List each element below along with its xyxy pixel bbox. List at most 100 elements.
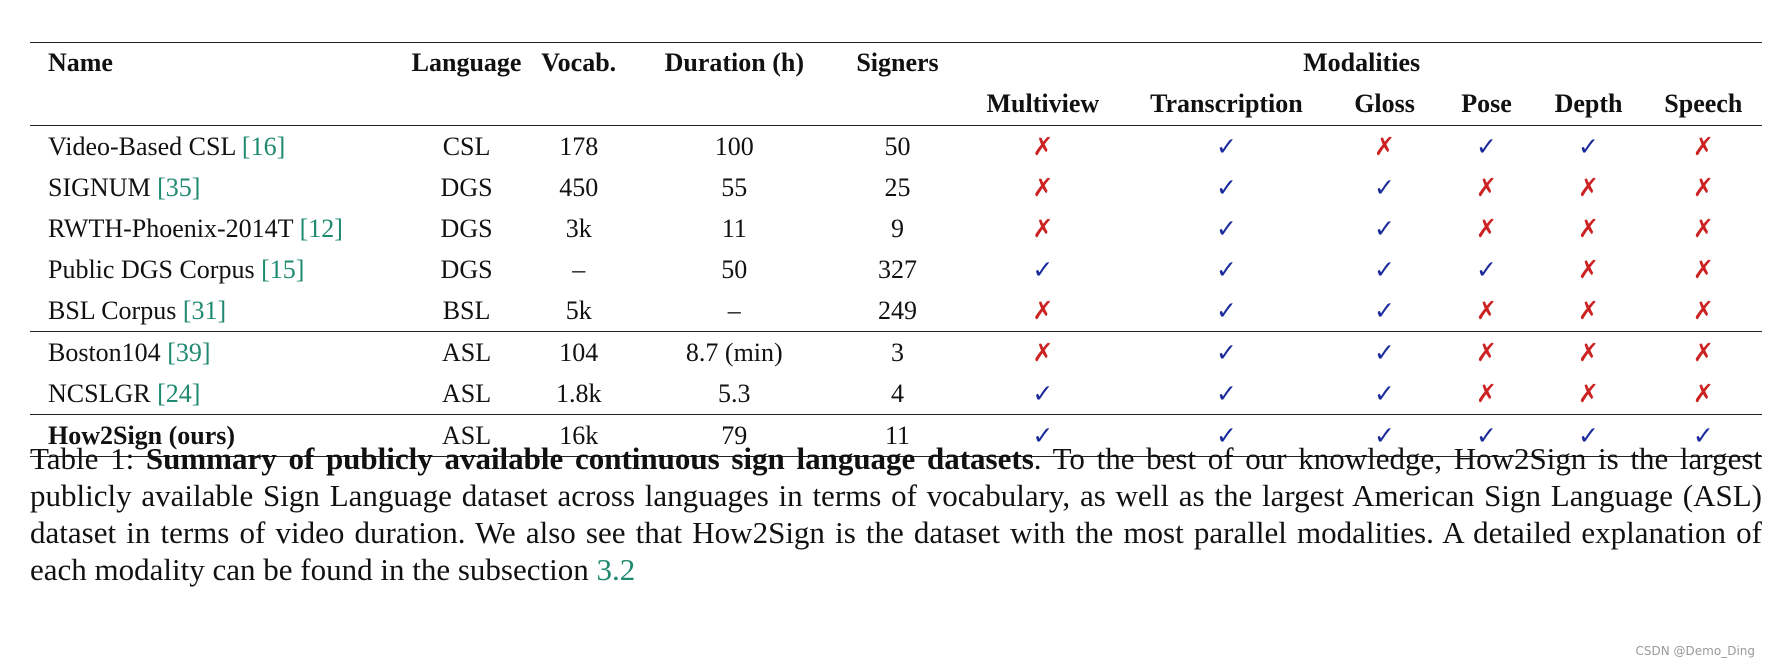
header-pose: Pose bbox=[1461, 89, 1512, 118]
header-gloss: Gloss bbox=[1354, 89, 1415, 118]
check-mark-icon: ✓ bbox=[1476, 254, 1497, 284]
caption-label: Table 1: bbox=[30, 441, 146, 476]
cell-name: BSL Corpus [31] bbox=[30, 290, 410, 332]
cell-transcription: ✓ bbox=[1124, 126, 1328, 168]
caption-title: Summary of publicly available continuous… bbox=[145, 441, 1034, 476]
header-speech: Speech bbox=[1664, 89, 1743, 118]
cell-depth: ✗ bbox=[1532, 373, 1644, 415]
cell-language: ASL bbox=[442, 378, 492, 408]
cell-duration: 5.3 bbox=[718, 378, 751, 408]
cell-speech: ✗ bbox=[1645, 208, 1762, 249]
check-mark-icon: ✓ bbox=[1578, 420, 1599, 450]
cell-transcription: ✓ bbox=[1124, 208, 1328, 249]
cross-mark-icon: ✗ bbox=[1032, 337, 1054, 367]
caption-body: . To the best of our knowledge, How2Sign… bbox=[30, 441, 1763, 587]
citation-link[interactable]: [16] bbox=[241, 131, 286, 161]
cell-name: RWTH-Phoenix-2014T [12] bbox=[30, 208, 410, 249]
check-mark-icon: ✓ bbox=[1215, 420, 1237, 450]
cell-signers: 11 bbox=[884, 420, 910, 450]
cross-mark-icon: ✗ bbox=[1692, 131, 1714, 161]
check-mark-icon: ✓ bbox=[1374, 420, 1395, 450]
cell-depth: ✗ bbox=[1532, 332, 1644, 374]
cell-signers: 9 bbox=[890, 213, 904, 243]
cell-gloss: ✓ bbox=[1328, 415, 1440, 457]
table-row: Boston104 [39] ASL 104 8.7 (min) 3 ✗ ✓ ✓ ✗ ✗ ✗ bbox=[30, 331, 1762, 374]
cell-duration: 50 bbox=[721, 254, 748, 284]
cell-multiview: ✗ bbox=[961, 290, 1124, 332]
citation-link[interactable]: [39] bbox=[167, 337, 211, 367]
cell-pose: ✓ bbox=[1441, 126, 1533, 168]
cell-duration: 100 bbox=[714, 131, 754, 161]
cross-mark-icon: ✗ bbox=[1692, 295, 1714, 325]
caption-section-ref[interactable]: 3.2 bbox=[596, 552, 636, 587]
header-row-modalities: Multiview Transcription Gloss Pose Depth… bbox=[30, 83, 1762, 126]
cell-signers: 3 bbox=[890, 337, 904, 367]
cell-speech: ✗ bbox=[1645, 332, 1762, 374]
cell-gloss: ✓ bbox=[1328, 332, 1440, 374]
check-mark-icon: ✓ bbox=[1476, 420, 1497, 450]
cell-language: DGS bbox=[440, 213, 493, 243]
citation-link[interactable]: [12] bbox=[299, 213, 343, 243]
cell-gloss: ✓ bbox=[1328, 249, 1440, 290]
cell-pose: ✗ bbox=[1441, 290, 1533, 332]
header-duration: Duration (h) bbox=[664, 48, 804, 77]
cell-name: Video-Based CSL [16] bbox=[30, 126, 410, 168]
cross-mark-icon: ✗ bbox=[1692, 213, 1714, 243]
cross-mark-icon: ✗ bbox=[1032, 213, 1054, 243]
cross-mark-icon: ✗ bbox=[1578, 254, 1599, 284]
cell-transcription: ✓ bbox=[1124, 332, 1328, 374]
cell-duration: – bbox=[727, 295, 741, 325]
cell-name: Public DGS Corpus [15] bbox=[30, 249, 410, 290]
cell-gloss: ✓ bbox=[1328, 290, 1440, 332]
cell-speech: ✗ bbox=[1645, 126, 1762, 168]
cell-pose: ✓ bbox=[1441, 249, 1533, 290]
header-vocab: Vocab. bbox=[541, 48, 617, 77]
cross-mark-icon: ✗ bbox=[1692, 378, 1714, 408]
cell-transcription: ✓ bbox=[1124, 249, 1328, 290]
table-row: Public DGS Corpus [15] DGS – 50 327 ✓ ✓ ✓ ✓ ✗ ✗ bbox=[30, 249, 1762, 290]
cell-multiview: ✓ bbox=[961, 249, 1124, 290]
cell-language: CSL bbox=[442, 131, 491, 161]
check-mark-icon: ✓ bbox=[1032, 254, 1054, 284]
citation-link[interactable]: [24] bbox=[157, 378, 201, 408]
cell-vocab: 1.8k bbox=[556, 378, 602, 408]
check-mark-icon: ✓ bbox=[1476, 131, 1497, 161]
cell-multiview: ✓ bbox=[961, 373, 1124, 415]
check-mark-icon: ✓ bbox=[1215, 378, 1237, 408]
cell-multiview: ✗ bbox=[961, 208, 1124, 249]
cell-multiview: ✓ bbox=[961, 415, 1124, 457]
table-header: Name Language Vocab. Duration (h) Signer… bbox=[30, 42, 1762, 126]
citation-link[interactable]: [31] bbox=[182, 295, 227, 325]
cell-speech: ✗ bbox=[1645, 249, 1762, 290]
cross-mark-icon: ✗ bbox=[1578, 378, 1599, 408]
cell-depth: ✓ bbox=[1532, 415, 1644, 457]
header-depth: Depth bbox=[1554, 89, 1623, 118]
cross-mark-icon: ✗ bbox=[1578, 295, 1599, 325]
cross-mark-icon: ✗ bbox=[1032, 131, 1054, 161]
citation-link[interactable]: [35] bbox=[157, 172, 201, 202]
dataset-name: How2Sign (ours) bbox=[48, 420, 236, 450]
cell-gloss: ✓ bbox=[1328, 373, 1440, 415]
header-name: Name bbox=[48, 48, 113, 77]
cell-pose: ✓ bbox=[1441, 415, 1533, 457]
check-mark-icon: ✓ bbox=[1692, 420, 1714, 450]
table-row: RWTH-Phoenix-2014T [12] DGS 3k 11 9 ✗ ✓ ✓ ✗ ✗ ✗ bbox=[30, 208, 1762, 249]
cell-duration: 11 bbox=[721, 213, 747, 243]
table-caption: Table 1: Summary of publicly available c… bbox=[30, 440, 1762, 588]
cell-transcription: ✓ bbox=[1124, 167, 1328, 208]
header-modalities-group: Modalities bbox=[1303, 48, 1421, 77]
citation-link[interactable]: [15] bbox=[261, 254, 305, 284]
cell-language: ASL bbox=[442, 420, 492, 450]
cross-mark-icon: ✗ bbox=[1476, 337, 1497, 367]
dataset-name: NCSLGR bbox=[48, 378, 158, 408]
cross-mark-icon: ✗ bbox=[1476, 295, 1497, 325]
cross-mark-icon: ✗ bbox=[1578, 337, 1599, 367]
cell-signers: 4 bbox=[890, 378, 904, 408]
cell-language: DGS bbox=[440, 254, 493, 284]
cell-duration: 79 bbox=[721, 420, 748, 450]
cell-pose: ✗ bbox=[1441, 167, 1533, 208]
check-mark-icon: ✓ bbox=[1215, 131, 1237, 161]
cell-signers: 25 bbox=[884, 172, 911, 202]
cross-mark-icon: ✗ bbox=[1476, 378, 1497, 408]
